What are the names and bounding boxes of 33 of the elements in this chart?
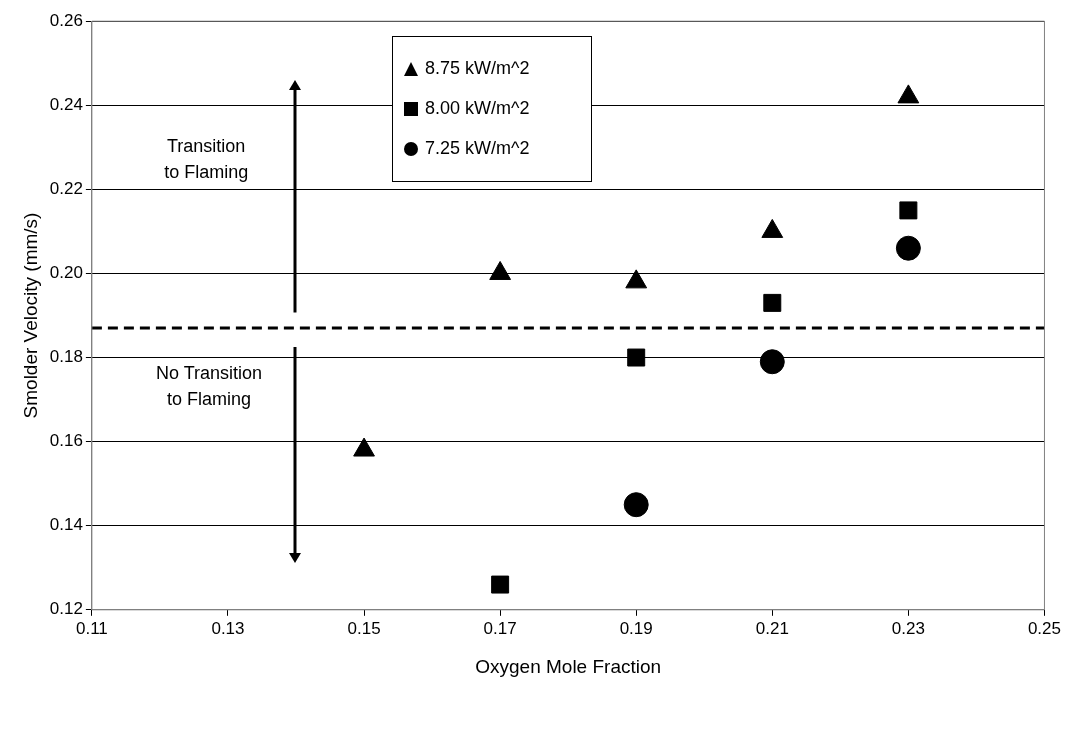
annotation: Transition to Flaming bbox=[164, 135, 249, 182]
y-axis-title: Smolder Velocity (mm/s) bbox=[19, 212, 41, 419]
point bbox=[489, 260, 512, 280]
x-tick-label: 0.19 bbox=[619, 618, 653, 638]
point bbox=[759, 349, 785, 375]
legend-label: 8.75 kW/m^2 bbox=[424, 58, 530, 80]
point bbox=[897, 84, 920, 104]
y-tick-label: 0.16 bbox=[49, 431, 83, 451]
annotation: No Transition to Flaming bbox=[156, 363, 263, 410]
y-tick-label: 0.22 bbox=[49, 179, 83, 199]
x-axis-title: Oxygen Mole Fraction bbox=[475, 655, 662, 677]
point bbox=[761, 218, 784, 238]
x-tick-label: 0.23 bbox=[891, 618, 925, 638]
x-tick-label: 0.13 bbox=[211, 618, 245, 638]
y-tick-label: 0.20 bbox=[49, 263, 83, 283]
y-tick-label: 0.14 bbox=[49, 515, 83, 535]
point bbox=[627, 348, 646, 367]
x-tick-label: 0.15 bbox=[347, 618, 381, 638]
point bbox=[763, 293, 782, 312]
x-tick-label: 0.17 bbox=[483, 618, 517, 638]
legend-label: 8.00 kW/m^2 bbox=[424, 98, 530, 120]
y-tick-label: 0.18 bbox=[49, 347, 83, 367]
x-tick-label: 0.25 bbox=[1027, 618, 1061, 638]
point bbox=[625, 269, 648, 289]
point bbox=[623, 492, 649, 518]
y-tick-label: 0.24 bbox=[49, 94, 83, 114]
x-tick-label: 0.21 bbox=[755, 618, 789, 638]
y-tick-label: 0.26 bbox=[49, 10, 83, 30]
point bbox=[491, 575, 510, 594]
point bbox=[895, 235, 921, 261]
legend-label: 7.25 kW/m^2 bbox=[424, 138, 530, 160]
x-tick-label: 0.11 bbox=[75, 618, 108, 638]
y-tick-label: 0.12 bbox=[49, 599, 83, 619]
